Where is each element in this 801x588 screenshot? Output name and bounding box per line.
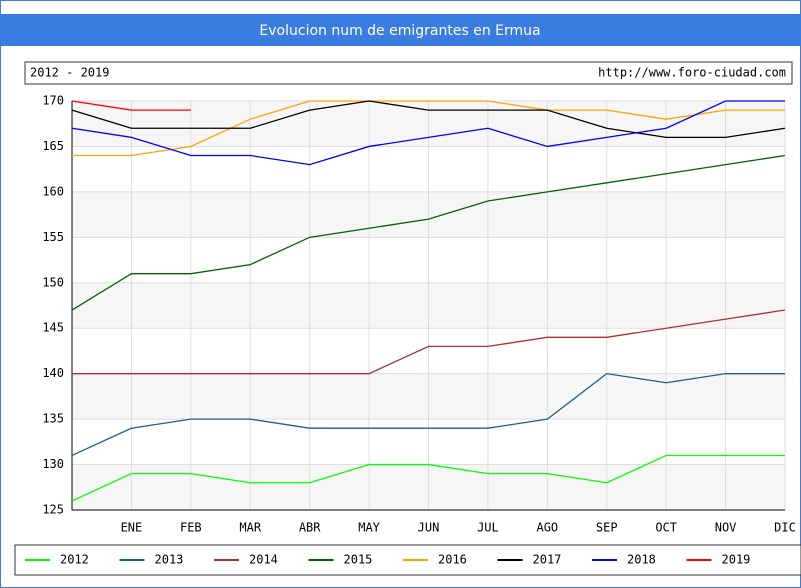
x-tick-label: ENE <box>121 521 143 535</box>
y-tick-label: 140 <box>42 366 64 380</box>
x-tick-label: AGO <box>536 521 558 535</box>
x-tick-label: JUL <box>477 521 499 535</box>
legend-label: 2018 <box>627 553 656 567</box>
x-tick-label: MAY <box>358 521 380 535</box>
y-tick-label: 130 <box>42 457 64 471</box>
legend-label: 2016 <box>438 553 467 567</box>
x-tick-label: MAR <box>239 521 261 535</box>
y-tick-label: 150 <box>42 275 64 289</box>
header-box <box>24 61 793 85</box>
x-tick-label: SEP <box>596 521 618 535</box>
y-tick-label: 145 <box>42 321 64 335</box>
legend-label: 2014 <box>249 553 278 567</box>
x-tick-label: NOV <box>715 521 737 535</box>
y-tick-label: 160 <box>42 184 64 198</box>
subtitle: 2012 - 2019 <box>30 66 109 80</box>
y-tick-label: 135 <box>42 412 64 426</box>
legend-label: 2017 <box>533 553 562 567</box>
y-tick-label: 155 <box>42 230 64 244</box>
legend-label: 2015 <box>344 553 373 567</box>
series-line <box>71 100 785 166</box>
source: http://www.foro-ciudad.com <box>598 66 786 80</box>
x-tick-label: DIC <box>774 521 796 535</box>
series-line <box>71 372 785 457</box>
x-tick-label: FEB <box>180 521 202 535</box>
legend-label: 2013 <box>155 553 184 567</box>
y-tick-label: 165 <box>42 139 64 153</box>
title-bar <box>0 14 801 46</box>
y-tick-label: 170 <box>42 94 64 108</box>
series-line <box>71 100 191 111</box>
chart-title: Evolucion num de emigrantes en Ermua <box>259 23 540 39</box>
x-tick-label: OCT <box>655 521 677 535</box>
series-line <box>71 154 786 311</box>
x-tick-label: JUN <box>418 521 440 535</box>
legend-label: 2012 <box>60 553 89 567</box>
series-line <box>71 100 786 139</box>
series-line <box>72 309 786 375</box>
x-tick-label: ABR <box>299 521 321 535</box>
series-line <box>72 100 785 157</box>
series-line <box>71 454 785 502</box>
y-tick-label: 125 <box>42 503 64 517</box>
legend-label: 2019 <box>722 553 751 567</box>
legend-box <box>14 544 801 576</box>
